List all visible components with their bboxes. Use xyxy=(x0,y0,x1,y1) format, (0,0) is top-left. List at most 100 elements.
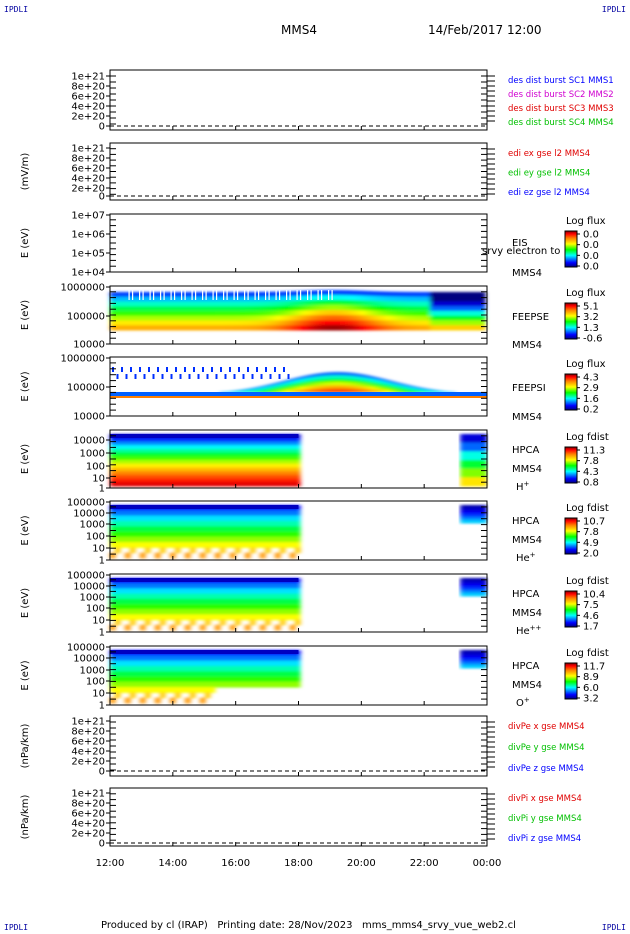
ytick-label: 10 xyxy=(92,689,105,700)
spacecraft-label: MMS4 xyxy=(512,535,542,546)
ytick-label: 1e+21 xyxy=(71,72,105,83)
panel-eis: 1e+07 1e+06 1e+05 1e+04 E (eV) EIS MMS4 srvy el… xyxy=(20,211,606,280)
instrument-label: HPCA xyxy=(512,661,540,672)
species-label: H+ xyxy=(516,480,530,493)
ytick-label: 4e+20 xyxy=(71,174,105,185)
ytick-label: 6e+20 xyxy=(71,164,105,175)
spectrogram-feepsi xyxy=(220,372,456,393)
colorbar-title: Log flux xyxy=(566,359,606,370)
spacecraft-label: MMS4 xyxy=(512,268,542,279)
spectrogram-hpca_he2 xyxy=(110,578,301,631)
spectrogram-hpca_h xyxy=(110,434,301,487)
y-axis-label: E (eV) xyxy=(20,588,31,618)
corner-label-bottom-right: IPDLI xyxy=(601,923,626,932)
colorbar-tick: 7.8 xyxy=(583,456,599,467)
ytick-label: 1e+07 xyxy=(71,211,105,222)
species-charge: + xyxy=(524,480,530,488)
ytick-label: 2e+20 xyxy=(71,112,105,123)
panel-feepsi: 1000000 100000 10000 E (eV) FEEPSI MMS4 Log fl… xyxy=(20,354,606,424)
spectrogram-hpca_o xyxy=(110,650,301,704)
colorbar-tick: 7.8 xyxy=(583,527,599,538)
frame-edi xyxy=(109,142,488,201)
colorbar-tick: 1.6 xyxy=(583,394,599,405)
corner-label-top-right: IPDLI xyxy=(601,5,626,14)
ytick-label: 1e+21 xyxy=(71,144,105,155)
species-label: O+ xyxy=(516,696,530,709)
ytick-label: 1000 xyxy=(80,666,105,677)
colorbar-tick: 3.2 xyxy=(583,694,599,705)
ytick-label: 2e+20 xyxy=(71,757,105,768)
ytick-label: 100 xyxy=(86,677,105,688)
legend-entry: divPi z gse MMS4 xyxy=(508,834,581,844)
ytick-label: 8e+20 xyxy=(71,727,105,738)
xtick-label: 00:00 xyxy=(473,858,502,869)
colorbar-tick: 5.1 xyxy=(583,302,599,313)
ytick-label: 2e+20 xyxy=(71,829,105,840)
spectrogram-hpca_he xyxy=(110,505,301,559)
instrument-label: HPCA xyxy=(512,589,540,600)
spacecraft-label: MMS4 xyxy=(512,464,542,475)
ytick-label: 100000 xyxy=(67,498,105,509)
colorbar-hpca_h xyxy=(564,446,578,484)
colorbar-tick: 4.3 xyxy=(583,373,599,384)
ytick-label: 10000 xyxy=(73,436,105,447)
ytick-label: 8e+20 xyxy=(71,82,105,93)
ytick-label: 1e+04 xyxy=(71,268,105,279)
colorbar-title: Log fdist xyxy=(566,648,609,659)
ytick-label: 10 xyxy=(92,474,105,485)
colorbar-hpca_o xyxy=(564,662,578,700)
colorbar-tick: 1.7 xyxy=(583,622,599,633)
colorbar-hpca_he xyxy=(564,517,578,555)
legend-entry: divPe y gse MMS4 xyxy=(508,743,585,753)
ytick-label: 100 xyxy=(86,604,105,615)
frame-des xyxy=(109,69,488,131)
corner-label-bottom-left: IPDLI xyxy=(4,923,29,932)
colorbar-tick: 7.5 xyxy=(583,600,599,611)
spectrogram-right-hpca_he xyxy=(460,505,487,524)
colorbar-tick: 10.4 xyxy=(583,590,605,601)
legend-entry: edi ey gse l2 MMS4 xyxy=(508,169,590,179)
colorbar-title: Log fdist xyxy=(566,576,609,587)
legend-entry: edi ez gse l2 MMS4 xyxy=(508,188,590,198)
ytick-label: 10000 xyxy=(73,412,105,423)
colorbar-tick: 4.3 xyxy=(583,467,599,478)
spacecraft-label: MMS4 xyxy=(512,412,542,423)
ytick-label: 1e+06 xyxy=(71,230,105,241)
colorbar-tick: 2.0 xyxy=(583,549,599,560)
y-axis-label: E (eV) xyxy=(20,228,31,258)
ytick-label: 0 xyxy=(99,122,105,133)
colorbar-tick: 11.3 xyxy=(583,446,605,457)
ytick-label: 10000 xyxy=(73,654,105,665)
ytick-label: 6e+20 xyxy=(71,809,105,820)
overlay-label: srvy electron to xyxy=(482,246,560,257)
ytick-label: 10000 xyxy=(73,509,105,520)
ytick-label: 100 xyxy=(86,532,105,543)
colorbar-tick: 0.0 xyxy=(583,240,599,251)
ytick-label: 10 xyxy=(92,544,105,555)
ytick-label: 100000 xyxy=(67,312,105,323)
species-label: He++ xyxy=(516,624,542,637)
colorbar-feepsi xyxy=(564,373,578,411)
legend-entry: des dist burst SC1 MMS1 xyxy=(508,76,614,86)
ytick-label: 1 xyxy=(99,484,105,495)
ytick-label: 8e+20 xyxy=(71,154,105,165)
plot-area-hpca_h xyxy=(110,434,487,487)
colorbar-title: Log fdist xyxy=(566,503,609,514)
ytick-label: 6e+20 xyxy=(71,737,105,748)
ytick-label: 1000 xyxy=(80,593,105,604)
y-axis-label: E (eV) xyxy=(20,660,31,690)
ytick-label: 1 xyxy=(99,628,105,639)
colorbar-title: Log flux xyxy=(566,216,606,227)
ytick-label: 1000000 xyxy=(60,354,105,365)
colorbar-feepse xyxy=(564,302,578,340)
ytick-label: 1e+05 xyxy=(71,249,105,260)
frame-divpe xyxy=(109,715,488,777)
colorbar-eis xyxy=(564,230,578,268)
y-axis-label: E (eV) xyxy=(20,444,31,474)
ytick-label: 4e+20 xyxy=(71,102,105,113)
y-axis-label: E (eV) xyxy=(20,300,31,330)
ytick-label: 8e+20 xyxy=(71,799,105,810)
